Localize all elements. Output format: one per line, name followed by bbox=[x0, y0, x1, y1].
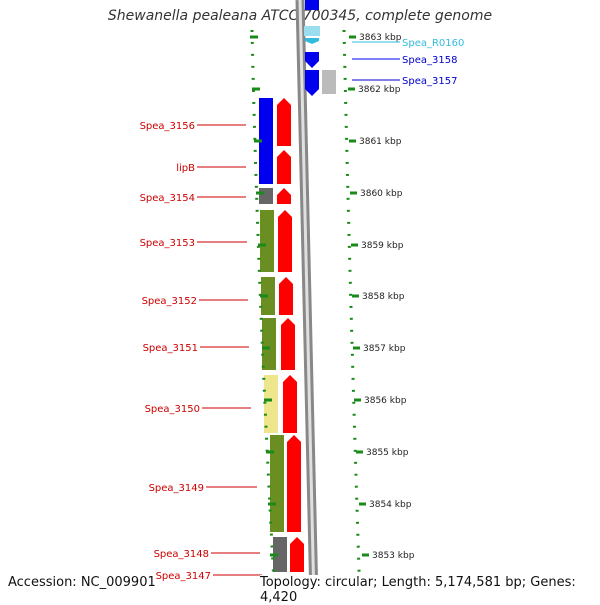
gene-label: Spea_3150 bbox=[145, 404, 200, 415]
scale-ruler: 3863 kbp 3862 kbp 3861 kbp 3860 kbp 3859 kbp… bbox=[250, 29, 415, 600]
scale-label: 3853 kbp bbox=[372, 551, 415, 561]
scale-label: 3854 kbp bbox=[369, 500, 412, 510]
gene-label: Spea_3149 bbox=[149, 483, 204, 494]
gene-strand-arrow bbox=[287, 435, 301, 532]
gene-strand-arrow bbox=[281, 318, 295, 370]
scale-label: 3861 kbp bbox=[359, 137, 402, 147]
scale-label: 3862 kbp bbox=[358, 85, 401, 95]
gene-label: Spea_3148 bbox=[154, 549, 209, 560]
gene-labels: Spea_3156 lipB Spea_3154 Spea_3153 Spea_3152… bbox=[140, 38, 465, 582]
gene-label: Spea_3153 bbox=[140, 238, 195, 249]
gene-strand-arrow bbox=[290, 537, 304, 572]
gene-label: Spea_R0160 bbox=[402, 38, 464, 49]
gene-category-bar bbox=[262, 318, 276, 370]
scale-label: 3859 kbp bbox=[361, 241, 404, 251]
accession-text: Accession: NC_009901 bbox=[8, 575, 156, 590]
genome-track bbox=[295, 0, 319, 600]
gene-category-bar bbox=[260, 210, 274, 272]
gene-category-bar bbox=[322, 70, 336, 94]
gene-strand-arrow bbox=[304, 26, 320, 36]
scale-ticks-left bbox=[250, 29, 277, 600]
gene-strand-arrow bbox=[277, 188, 291, 204]
gene-label: Spea_3154 bbox=[140, 193, 195, 204]
gene-strand-arrow bbox=[278, 210, 292, 272]
gene-label: Spea_3157 bbox=[402, 76, 457, 87]
scale-label: 3855 kbp bbox=[366, 448, 409, 458]
gene-category-bar bbox=[273, 537, 287, 572]
scale-label: 3860 kbp bbox=[360, 189, 403, 199]
gene-strand-arrow bbox=[277, 98, 291, 146]
gene-label: Spea_3156 bbox=[140, 121, 195, 132]
scale-label: 3863 kbp bbox=[359, 33, 402, 43]
gene-strand-arrow bbox=[283, 375, 297, 433]
topology-text: Topology: circular; Length: 5,174,581 bp… bbox=[260, 575, 600, 605]
gene-strand-arrow bbox=[277, 150, 291, 184]
gene-label: Spea_3147 bbox=[156, 571, 211, 582]
gene-label: Spea_3158 bbox=[402, 55, 457, 66]
scale-label: 3858 kbp bbox=[362, 292, 405, 302]
gene-category-bar bbox=[270, 435, 284, 532]
gene-features bbox=[259, 0, 336, 600]
gene-label: lipB bbox=[176, 163, 195, 174]
scale-ticks-right bbox=[342, 29, 362, 600]
gene-strand-arrow bbox=[279, 277, 293, 315]
gene-label: Spea_3152 bbox=[142, 296, 197, 307]
gene-label: Spea_3151 bbox=[143, 343, 198, 354]
scale-label: 3856 kbp bbox=[364, 396, 407, 406]
scale-label: 3857 kbp bbox=[363, 344, 406, 354]
genome-backbone-highlight bbox=[298, 0, 316, 600]
gene-category-bar bbox=[264, 375, 278, 433]
gene-strand-arrow bbox=[305, 52, 319, 68]
gene-category-bar bbox=[259, 188, 273, 204]
gene-strand-arrow bbox=[305, 70, 319, 96]
gene-category-bar bbox=[259, 98, 273, 184]
gene-strand-arrow bbox=[305, 0, 319, 10]
gene-strand-arrow bbox=[305, 38, 319, 44]
